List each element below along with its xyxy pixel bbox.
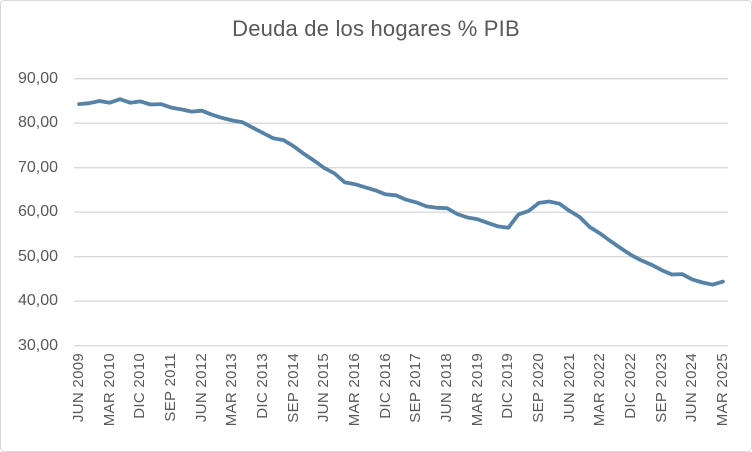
x-axis-label: SEP 2023 xyxy=(652,353,670,423)
x-axis-label: SEP 2020 xyxy=(529,353,547,423)
x-axis-label: DIC 2010 xyxy=(131,353,149,419)
x-axis-label: DIC 2019 xyxy=(499,353,517,419)
x-axis-label: MAR 2016 xyxy=(346,353,364,427)
x-axis-label: MAR 2025 xyxy=(713,353,731,427)
x-axis-label: SEP 2014 xyxy=(284,353,302,423)
y-axis-label: 90,00 xyxy=(17,69,58,87)
data-line xyxy=(77,97,725,287)
y-axis-label: 60,00 xyxy=(17,203,58,221)
x-axis-label: MAR 2022 xyxy=(591,353,609,427)
x-axis-label: DIC 2013 xyxy=(254,353,272,419)
x-axis-label: JUN 2009 xyxy=(70,353,88,423)
x-axis-label: JUN 2024 xyxy=(683,353,701,423)
y-axis-label: 50,00 xyxy=(17,247,58,265)
x-axis-label: JUN 2018 xyxy=(437,353,455,423)
x-axis-label: JUN 2012 xyxy=(192,353,210,423)
y-axis-label: 80,00 xyxy=(17,114,58,132)
chart-title: Deuda de los hogares % PIB xyxy=(232,16,520,41)
x-axis-label: MAR 2013 xyxy=(223,353,241,427)
x-axis-label: SEP 2017 xyxy=(407,353,425,423)
y-axis-label: 30,00 xyxy=(17,336,58,354)
y-axis-label: 70,00 xyxy=(17,158,58,176)
x-axis-label: SEP 2011 xyxy=(162,353,180,422)
x-axis-label: JUN 2021 xyxy=(560,353,578,423)
x-axis-label: DIC 2022 xyxy=(621,353,639,419)
y-axis-label: 40,00 xyxy=(17,292,58,310)
x-axis-label: MAR 2019 xyxy=(468,353,486,427)
x-axis-label: MAR 2010 xyxy=(100,353,118,427)
x-axis-label: DIC 2016 xyxy=(376,353,394,419)
x-axis-label: JUN 2015 xyxy=(315,353,333,423)
